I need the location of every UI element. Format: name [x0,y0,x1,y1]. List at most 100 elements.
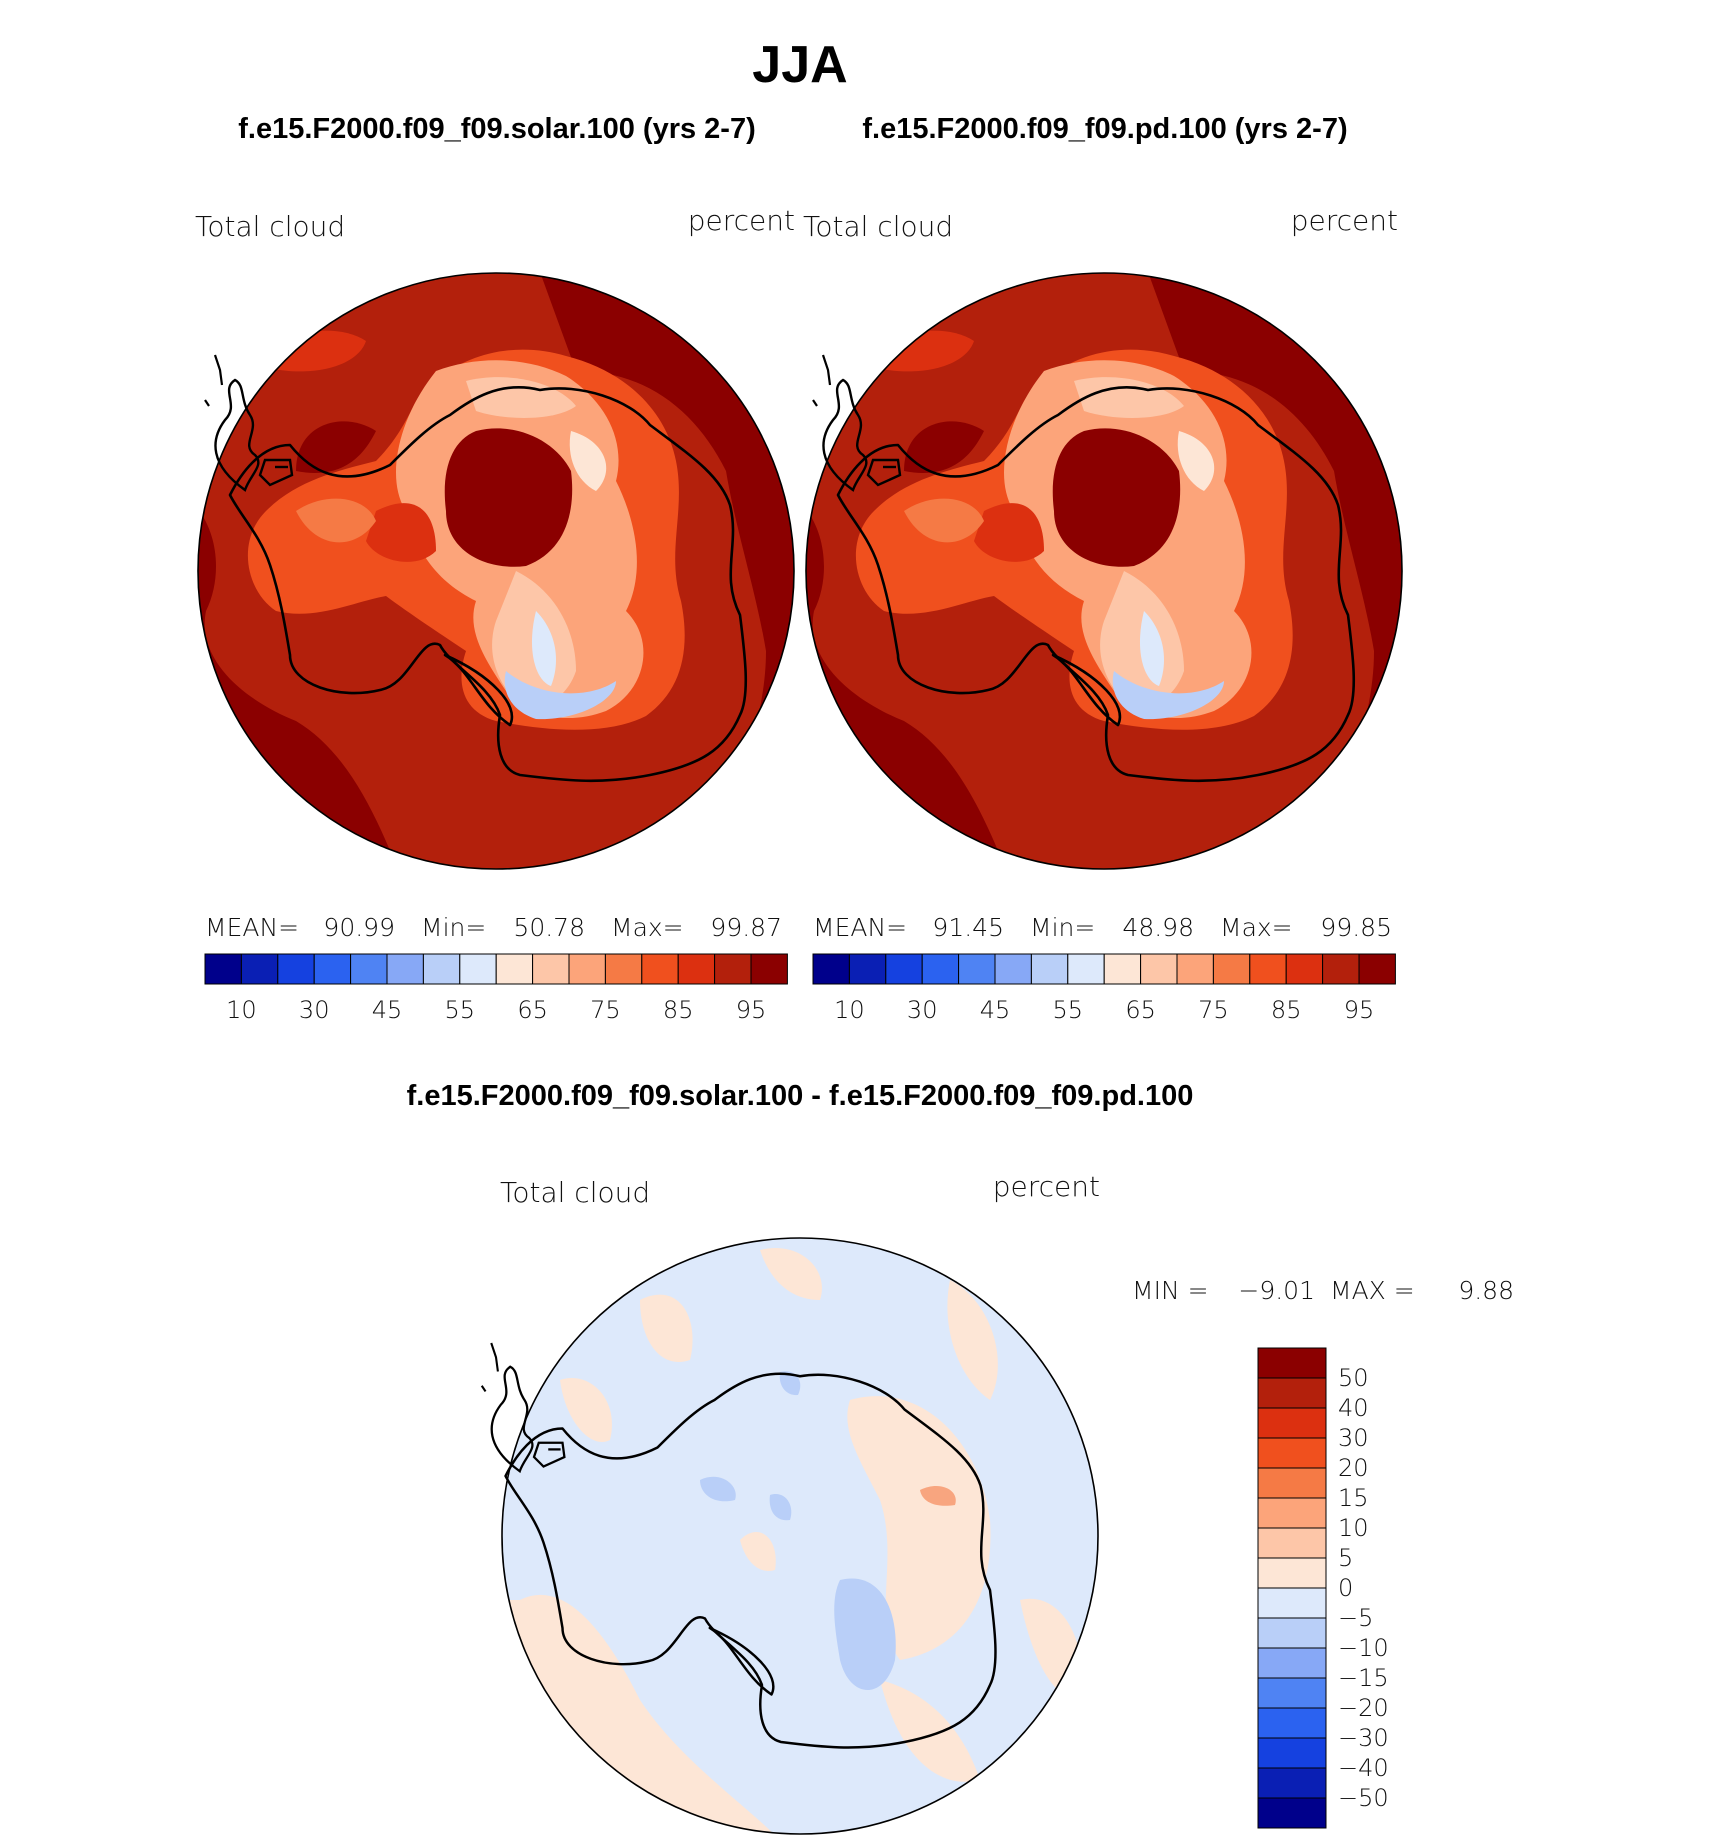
diff-colorbar [1257,1347,1327,1829]
panel-a-colorbar-swatch [277,953,315,985]
diff-colorbar-tick-label: 40 [1338,1394,1369,1422]
panel-b-max-value: 99.85 [1320,913,1392,942]
panel-a-colorbar [204,953,788,985]
panel-a-stats: MEAN= 90.99 Min= 50.78 Max= 99.87 [205,913,782,942]
panel-a-min-value: 50.78 [513,913,585,942]
panel-a-colorbar-swatch [677,953,716,985]
panel-a-colorbar-swatch [495,953,534,985]
panel-a-map [198,273,794,869]
panel-a-colorbar-tick-label: 30 [299,996,330,1024]
panel-a-colorbar-swatch [714,953,752,985]
panel-b-colorbar-swatch [848,953,887,985]
panel-a-colorbar-swatch [386,953,424,985]
panel-b-colorbar-tick-label: 30 [907,996,938,1024]
panel-b-map-boundary [805,272,1403,870]
diff-colorbar-tick-label: 15 [1338,1484,1369,1512]
diff-colorbar-tick-label: −15 [1338,1664,1389,1692]
diff-colorbar-swatch [1257,1647,1327,1679]
diff-panel: Total cloud percent MIN = [480,1170,1514,1835]
diff-colorbar-tick-label: 50 [1338,1364,1369,1392]
diff-colorbar-tick-label: 10 [1338,1514,1369,1542]
main-title: JJA [752,36,847,94]
panel-b-colorbar [812,953,1396,985]
panel-b-map [806,273,1402,869]
panel-b-colorbar-swatch [1322,953,1360,985]
diff-colorbar-swatch [1257,1437,1327,1469]
diff-colorbar-swatch [1257,1467,1327,1499]
panel-b-colorbar-swatch [1249,953,1287,985]
panel-b-colorbar-swatch [1103,953,1142,985]
diff-colorbar-tick-label: −40 [1338,1754,1389,1782]
panel-a-colorbar-swatch [568,953,606,985]
panel-a-colorbar-swatch [459,953,497,985]
diff-colorbar-swatch [1257,1407,1327,1439]
panel-a-colorbar-tick-label: 95 [736,996,767,1024]
panel-a-colorbar-tick-label: 85 [663,996,694,1024]
panel-b-min-value: 48.98 [1122,913,1194,942]
panel-b-colorbar-swatch [958,953,996,985]
panel-a-min-label: Min= [421,913,486,942]
panel-b-mean-label: MEAN= [813,913,907,942]
diff-colorbar-tick-label: 30 [1338,1424,1369,1452]
panel-a-variable-label: Total cloud [195,210,345,243]
panel-b-stats: MEAN= 91.45 Min= 48.98 Max= 99.85 [813,913,1392,942]
diff-colorbar-swatch [1257,1527,1327,1559]
panel-a-colorbar-ticks: 10 30 45 55 65 75 85 95 [226,996,766,1024]
diff-max-value: 9.88 [1458,1276,1514,1305]
diff-colorbar-swatch [1257,1347,1327,1379]
panel-b-colorbar-ticks: 10 30 45 55 65 75 85 95 [834,996,1374,1024]
panel-b-units-label: percent [1291,204,1398,237]
panel-b-colorbar-tick-label: 55 [1053,996,1084,1024]
diff-colorbar-tick-label: −30 [1338,1724,1389,1752]
panel-b-colorbar-tick-label: 75 [1198,996,1229,1024]
panel-b-max-label: Max= [1220,913,1293,942]
diff-colorbar-swatch [1257,1587,1327,1619]
panel-a-max-label: Max= [611,913,684,942]
panel-b: Total cloud percent MEAN= 91.45 Min= 48.… [803,204,1403,1024]
panel-b-colorbar-swatch [1030,953,1069,985]
diff-case-title: f.e15.F2000.f09_f09.solar.100 - f.e15.F2… [407,1080,1194,1112]
panel-a-colorbar-swatch [641,953,679,985]
diff-colorbar-tick-label: 20 [1338,1454,1369,1482]
panel-a-colorbar-tick-label: 45 [372,996,403,1024]
panel-a: Total cloud percent MEAN= 90.99 Min= 50.… [195,204,795,1024]
panel-b-colorbar-swatch [885,953,923,985]
panel-b-variable-label: Total cloud [803,210,953,243]
panel-a-colorbar-swatch [750,953,788,985]
diff-colorbar-swatch [1257,1617,1327,1649]
diff-min-value: −9.01 [1238,1276,1315,1305]
diff-colorbar-tick-label: −20 [1338,1694,1389,1722]
panel-b-colorbar-swatch [1140,953,1178,985]
diff-minmax: MIN = −9.01 MAX = 9.88 [1132,1276,1514,1305]
panel-a-units-label: percent [688,204,795,237]
diff-max-label: MAX = [1330,1276,1415,1305]
panel-a-colorbar-swatch [604,953,643,985]
panel-a-colorbar-tick-label: 10 [226,996,257,1024]
panel-a-colorbar-tick-label: 55 [445,996,476,1024]
panel-b-colorbar-swatch [1067,953,1105,985]
diff-variable-label: Total cloud [500,1176,650,1209]
diff-map-boundary [501,1237,1099,1835]
diff-colorbar-tick-label: 0 [1338,1574,1353,1602]
panel-a-colorbar-swatch [313,953,352,985]
diff-colorbar-swatch [1257,1677,1327,1709]
panel-a-colorbar-swatch [532,953,570,985]
diff-min-label: MIN = [1132,1276,1209,1305]
panel-b-colorbar-swatch [1212,953,1251,985]
panel-a-colorbar-swatch [350,953,388,985]
diff-colorbar-tick-label: −50 [1338,1784,1389,1812]
panel-a-map-boundary [197,272,795,870]
diff-colorbar-swatch [1257,1707,1327,1739]
panel-b-mean-value: 91.45 [932,913,1004,942]
panel-a-mean-label: MEAN= [205,913,299,942]
diff-units-label: percent [993,1170,1100,1203]
panel-a-max-value: 99.87 [710,913,782,942]
panel-b-colorbar-tick-label: 65 [1125,996,1156,1024]
panel-a-colorbar-swatch [422,953,461,985]
panel-a-colorbar-swatch [240,953,279,985]
panel-b-colorbar-tick-label: 10 [834,996,865,1024]
panel-b-min-label: Min= [1030,913,1095,942]
panel-b-colorbar-tick-label: 85 [1271,996,1302,1024]
